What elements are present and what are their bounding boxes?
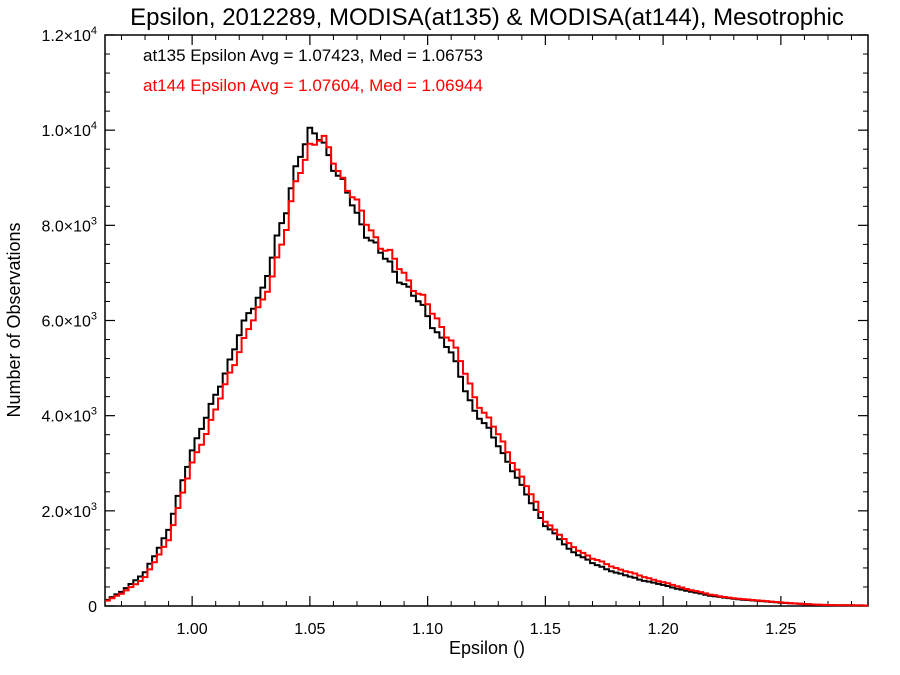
y-tick-label: 2.0×103 xyxy=(41,501,97,521)
chart-title: Epsilon, 2012289, MODISA(at135) & MODISA… xyxy=(130,4,844,31)
x-tick-label: 1.25 xyxy=(765,621,796,638)
series-layer xyxy=(105,126,868,607)
y-tick-label: 1.0×104 xyxy=(41,120,97,140)
x-tick-label: 1.00 xyxy=(177,621,208,638)
x-tick-label: 1.05 xyxy=(294,621,325,638)
x-tick-label: 1.20 xyxy=(648,621,679,638)
y-axis: 0 2.0×103 4.0×103 6.0×103 8.0×103 1.0×104 1.2×… xyxy=(41,25,868,616)
y-tick-label: 4.0×103 xyxy=(41,406,97,426)
x-tick-label: 1.10 xyxy=(412,621,443,638)
y-tick-label: 8.0×103 xyxy=(41,215,97,235)
x-axis-label: Epsilon () xyxy=(449,638,525,658)
histogram-series-1 xyxy=(105,134,868,607)
y-tick-label: 0 xyxy=(88,599,97,616)
y-axis-label: Number of Observations xyxy=(4,222,24,417)
annotation-at144: at144 Epsilon Avg = 1.07604, Med = 1.069… xyxy=(143,76,483,95)
y-tick-label: 6.0×103 xyxy=(41,311,97,331)
annotation-at135: at135 Epsilon Avg = 1.07423, Med = 1.067… xyxy=(143,46,483,65)
plot-frame xyxy=(104,34,869,607)
y-tick-label: 1.2×104 xyxy=(41,25,97,45)
x-tick-label: 1.15 xyxy=(530,621,561,638)
x-axis: 1.00 1.05 1.10 1.15 1.20 1.25 xyxy=(120,35,853,638)
histogram-series-0 xyxy=(105,126,868,607)
